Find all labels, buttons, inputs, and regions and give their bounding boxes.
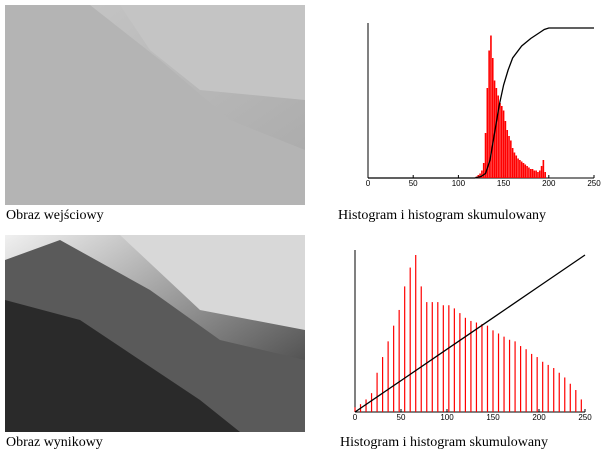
input-image — [5, 5, 305, 205]
histogram-bar — [393, 325, 395, 412]
histogram-bar — [420, 286, 422, 412]
histogram-bar — [426, 302, 428, 412]
histogram-bar — [547, 364, 549, 412]
x-tick-label: 50 — [397, 413, 406, 422]
histogram-bar — [481, 324, 483, 412]
histogram-bar — [497, 333, 500, 412]
x-tick-label: 200 — [542, 179, 556, 188]
histogram-bar — [404, 286, 406, 412]
histogram-bar — [490, 35, 492, 178]
histogram-bar — [481, 170, 483, 178]
histogram-bar — [508, 339, 511, 412]
histogram-bar — [580, 399, 582, 412]
histogram-bar — [528, 167, 530, 178]
histogram-bar — [354, 407, 356, 412]
histogram-bar — [491, 58, 494, 178]
histogram-bar — [387, 341, 389, 412]
histogram-bar — [542, 361, 544, 412]
histogram-bar — [524, 164, 527, 178]
x-tick-label: 0 — [353, 413, 358, 422]
histogram-bar — [365, 399, 367, 412]
histogram-bar — [544, 172, 546, 178]
histogram-bar — [415, 255, 417, 412]
histogram-bar — [398, 309, 400, 412]
x-tick-label: 200 — [532, 413, 546, 422]
histogram-bar — [553, 368, 555, 412]
histogram-bar — [475, 322, 478, 412]
histogram-bar — [497, 95, 499, 178]
x-tick-label: 100 — [440, 413, 454, 422]
histogram-bar — [503, 336, 505, 412]
histogram-bar — [513, 152, 516, 178]
x-tick-label: 100 — [452, 179, 466, 188]
histogram-bar — [488, 50, 490, 178]
histogram-bar — [535, 170, 537, 178]
histogram-bar — [464, 317, 466, 412]
histogram-bar — [448, 305, 450, 412]
histogram-bar — [569, 383, 571, 412]
x-tick-label: 250 — [587, 179, 601, 188]
histogram-bar — [575, 390, 577, 412]
histogram-bar — [540, 166, 543, 178]
histogram-bar — [510, 140, 512, 178]
histogram-bar — [533, 170, 536, 178]
histogram-bar — [542, 160, 545, 178]
x-tick-label: 250 — [578, 413, 592, 422]
histogram-bar — [506, 130, 509, 178]
histogram-bar — [500, 106, 503, 178]
histogram-bar — [504, 121, 507, 178]
histogram-bar — [437, 302, 439, 412]
cumulative-line — [354, 254, 586, 413]
histogram-bar — [520, 161, 523, 178]
histogram-bar — [508, 136, 510, 178]
histogram-bar — [370, 393, 373, 412]
histogram-bar — [459, 313, 461, 412]
histogram-bar — [499, 103, 501, 178]
chart-title: Histogram i histogram skumulowany — [338, 208, 546, 223]
chart-title: Histogram i histogram skumulowany — [340, 435, 548, 450]
histogram-bar — [431, 302, 433, 412]
histogram-bar — [529, 169, 532, 178]
histogram-bar — [526, 166, 528, 178]
histogram-bar — [520, 346, 522, 412]
histogram-bar — [486, 325, 489, 412]
histogram-bar — [376, 372, 378, 412]
histogram-bar — [470, 320, 472, 412]
histogram-bar — [517, 158, 519, 178]
histogram-bar — [537, 172, 539, 178]
histogram-bar — [522, 163, 525, 178]
histogram-bar — [514, 341, 516, 412]
histogram-bar — [409, 267, 411, 412]
histogram-bar — [442, 305, 444, 412]
histogram-bar — [531, 353, 533, 412]
x-tick-label: 150 — [497, 179, 511, 188]
histogram-bar — [479, 173, 481, 178]
histogram-bar — [558, 372, 560, 412]
x-tick-label: 150 — [486, 413, 500, 422]
histogram-bar — [484, 133, 487, 178]
image-caption: Obraz wejściowy — [6, 208, 104, 223]
histogram-bar — [486, 88, 489, 178]
histogram-bar — [453, 308, 455, 412]
histogram-bar — [502, 110, 505, 178]
x-tick-label: 50 — [409, 179, 418, 188]
histogram-bar — [492, 330, 494, 412]
histogram-bar — [482, 163, 485, 178]
x-tick-label: 0 — [366, 179, 371, 188]
histogram-bar — [519, 160, 521, 178]
output-image — [5, 235, 305, 432]
histogram-bar — [515, 155, 518, 178]
image-caption: Obraz wynikowy — [6, 435, 103, 450]
histogram-bar — [382, 357, 384, 412]
cumulative-line — [368, 27, 594, 179]
histogram-bar — [511, 148, 514, 178]
histogram-bar — [538, 170, 541, 178]
histogram-bar — [525, 349, 527, 412]
histogram-bar — [495, 88, 498, 178]
histogram-bar — [536, 357, 538, 412]
histogram-bar — [564, 377, 566, 412]
histogram-bar — [531, 169, 534, 178]
